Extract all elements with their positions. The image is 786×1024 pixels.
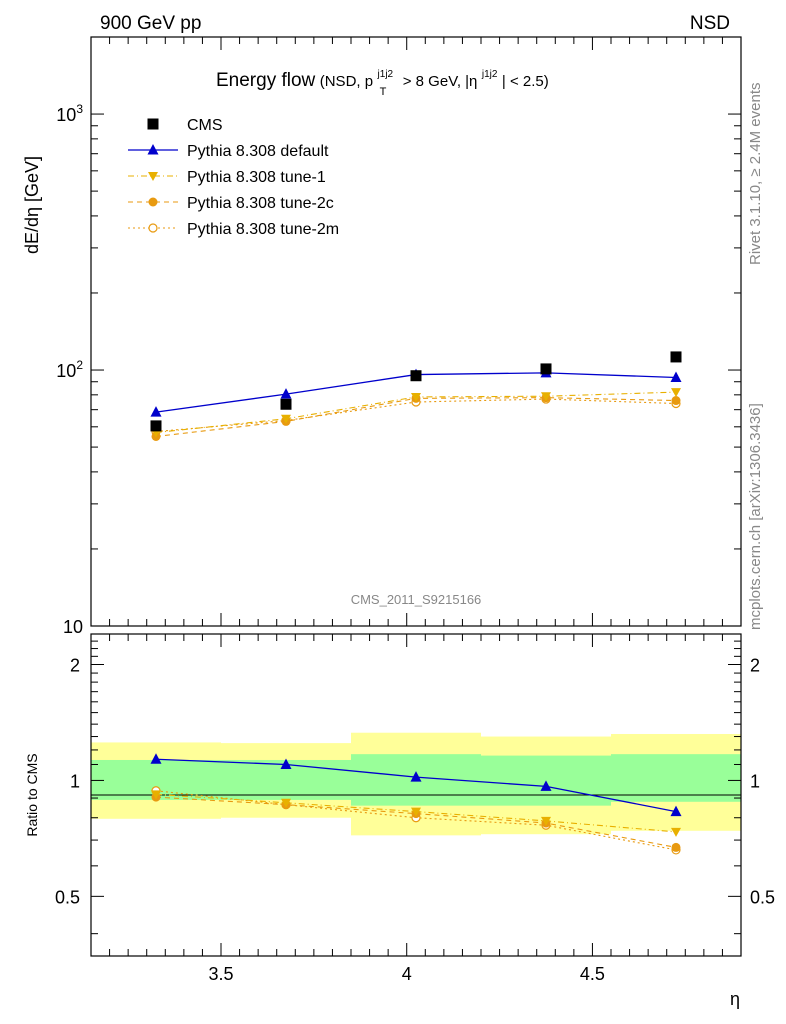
title-sub-sub1: T — [380, 86, 387, 98]
title-sub-sup1: j1j2 — [377, 69, 394, 80]
x-axis-label: η — [730, 989, 740, 1009]
main-ytick-label: 10 — [63, 617, 83, 637]
ratio-point-default — [540, 780, 552, 791]
ratio-ytick-label-left: 0.5 — [55, 887, 80, 907]
legend-marker-tune2c — [148, 197, 158, 207]
ratio-band-inner — [611, 754, 741, 802]
legend-label-cms: CMS — [187, 117, 223, 134]
ratio-ytick-label-left: 2 — [70, 655, 80, 675]
title-sub-sup2: j1j2 — [481, 69, 498, 80]
main-point-tune2c — [671, 396, 681, 406]
xtick-label: 4 — [402, 964, 412, 984]
main-point-tune1 — [541, 392, 551, 402]
main-point-default — [280, 388, 292, 399]
ratio-point-tune1 — [671, 827, 681, 837]
legend-label-tune2c: Pythia 8.308 tune-2c — [187, 195, 334, 212]
legend-label-default: Pythia 8.308 default — [187, 143, 329, 160]
ratio-point-default — [670, 805, 682, 817]
main-frame — [90, 36, 742, 627]
legend-label-tune2m: Pythia 8.308 tune-2m — [187, 221, 339, 238]
main-data — [150, 351, 682, 441]
xtick-label: 4.5 — [580, 964, 605, 984]
legend-marker-tune1 — [148, 172, 158, 181]
main-point-default — [670, 371, 682, 382]
main-ytick-label-base: 10 — [56, 105, 76, 125]
ratio-ylabel: Ratio to CMS — [24, 753, 40, 836]
legend-marker-cms — [147, 118, 159, 130]
header-right: NSD — [690, 13, 730, 34]
ratio-point-tune2c — [671, 842, 681, 852]
main-ytick-label-exp: 2 — [76, 358, 83, 372]
main-ytick-label: 103 — [56, 102, 83, 125]
legend-marker-default — [147, 144, 159, 155]
mcplots-label: mcplots.cern.ch [arXiv:1306.3436] — [747, 403, 764, 630]
main-point-tune1 — [411, 392, 421, 402]
main-ytick-label: 102 — [56, 358, 83, 381]
main-point-cms — [540, 363, 552, 375]
legend-label-tune1: Pythia 8.308 tune-1 — [187, 169, 326, 186]
main-ytick-label-base: 10 — [56, 361, 76, 381]
analysis-watermark: CMS_2011_S9215166 — [351, 592, 482, 607]
title-main: Energy flow — [216, 70, 316, 91]
main-point-cms — [670, 351, 682, 363]
ratio-ytick-label-right: 2 — [750, 655, 760, 675]
main-point-tune1 — [671, 388, 681, 398]
ratio-line-tune2c — [155, 796, 677, 848]
ratio-ticks: 0.5 0.5 1 1 2 2 3.5 4 4.5 — [55, 634, 775, 984]
title-sub-mid: > 8 GeV, |η — [403, 73, 478, 90]
ratio-data — [150, 753, 682, 855]
ratio-point-tune1 — [281, 798, 291, 808]
main-point-cms — [280, 398, 292, 410]
main-ytick-label-exp: 3 — [76, 102, 83, 116]
ratio-point-default — [280, 758, 292, 769]
ratio-ytick-label-right: 0.5 — [750, 887, 775, 907]
ratio-point-tune1 — [541, 816, 551, 826]
ratio-point-tune1 — [411, 807, 421, 817]
main-ylabel: dE/dη [GeV] — [22, 156, 42, 254]
ratio-ytick-label-left: 1 — [70, 771, 80, 791]
ratio-point-default — [150, 753, 162, 764]
ratio-point-default — [410, 771, 422, 782]
main-point-cms — [150, 420, 162, 432]
header-left: 900 GeV pp — [100, 13, 201, 34]
xtick-label: 3.5 — [208, 964, 233, 984]
rivet-label: Rivet 3.1.10, ≥ 2.4M events — [747, 83, 764, 266]
main-point-default — [150, 406, 162, 417]
title-sub-post: | < 2.5) — [502, 73, 549, 90]
chart-title: Energy flow (NSD, p j1j2 T > 8 GeV, |η j… — [216, 64, 549, 99]
title-sub-pre: (NSD, p — [320, 73, 373, 90]
legend-marker-tune2m — [148, 223, 158, 233]
legend: CMS Pythia 8.308 default Pythia 8.308 tune… — [128, 117, 339, 238]
main-point-tune1 — [281, 414, 291, 424]
ratio-ytick-label-right: 1 — [750, 771, 760, 791]
ratio-point-tune1 — [151, 790, 161, 800]
main-point-cms — [410, 370, 422, 382]
